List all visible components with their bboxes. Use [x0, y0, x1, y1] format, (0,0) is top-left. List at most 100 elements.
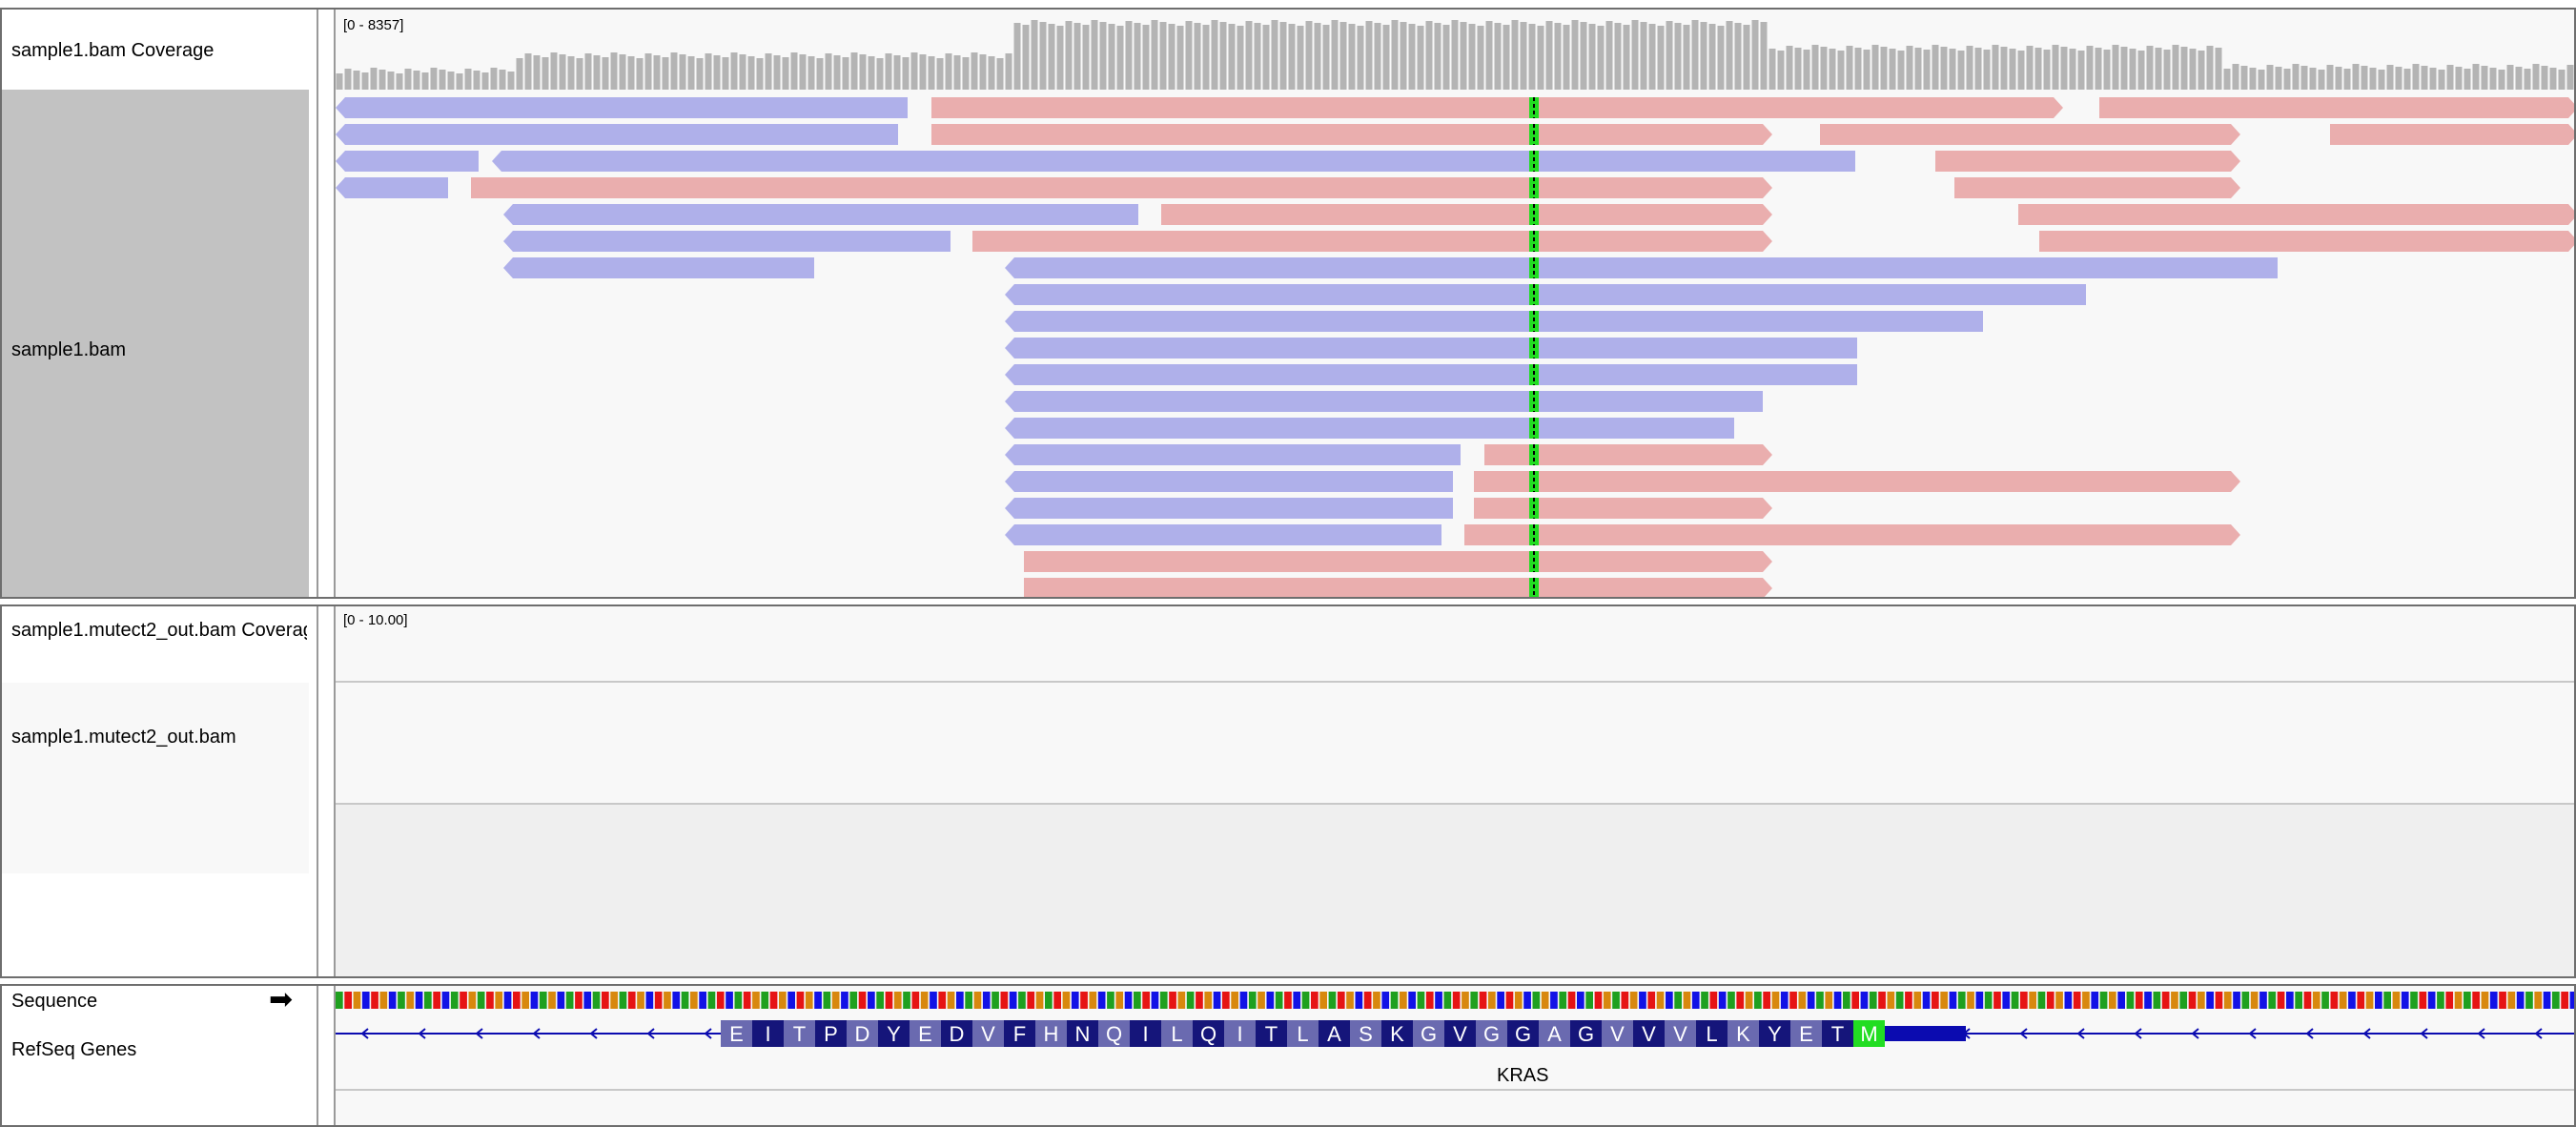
- coverage-bar: [2215, 48, 2222, 90]
- coverage-bar: [2129, 49, 2136, 90]
- codon-block: [1633, 1020, 1665, 1047]
- base: [2109, 992, 2116, 1009]
- coverage-bar: [1485, 21, 1493, 90]
- strand-chevron: [2134, 1028, 2142, 1039]
- codon-block: [1665, 1020, 1696, 1047]
- base: [1346, 992, 1354, 1009]
- base: [868, 992, 875, 1009]
- reverse-read: [1005, 391, 1763, 412]
- reverse-read: [1005, 524, 1441, 545]
- reverse-read: [1005, 364, 1857, 385]
- base: [1239, 992, 1248, 1009]
- panel-divider[interactable]: [317, 986, 336, 1125]
- coverage-bar: [593, 55, 601, 90]
- base: [1718, 992, 1727, 1009]
- coverage-bar: [1571, 20, 1579, 90]
- strand-chevron: [418, 1028, 426, 1039]
- coverage-bar: [516, 58, 523, 90]
- coverage-bar: [1099, 22, 1107, 90]
- base: [1009, 992, 1017, 1009]
- base: [637, 992, 644, 1009]
- coverage-bar: [627, 56, 635, 90]
- base: [858, 992, 867, 1009]
- panel-divider[interactable]: [317, 606, 336, 976]
- forward-read: [931, 124, 1772, 145]
- base: [1984, 992, 1993, 1009]
- coverage-track-name-cell[interactable]: sample1.bam Coverage: [2, 10, 309, 90]
- alignment-data-area[interactable]: [0 - 8357]: [336, 10, 2574, 597]
- sequence-track-name[interactable]: Sequence: [11, 991, 98, 1012]
- coverage-bar: [1151, 20, 1158, 90]
- base: [1949, 992, 1957, 1009]
- coverage-bar: [2052, 45, 2059, 90]
- coverage-bar: [1159, 22, 1167, 90]
- coverage-bar: [636, 58, 644, 90]
- base: [2091, 992, 2099, 1009]
- base: [2002, 992, 2011, 1009]
- coverage-bar: [1382, 25, 1390, 90]
- amino-acid-label: N: [1075, 1022, 1091, 1046]
- panel-divider[interactable]: [317, 10, 336, 597]
- base: [1701, 992, 1708, 1009]
- alignment-data-area[interactable]: [0 - 10.00]: [336, 606, 2574, 976]
- amino-acid-label: Y: [887, 1022, 901, 1046]
- coverage-bar: [1563, 25, 1570, 90]
- forward-read: [471, 177, 1772, 198]
- coverage-bar: [808, 56, 815, 90]
- track-separator: [336, 681, 2574, 683]
- base: [1674, 992, 1682, 1009]
- base: [1833, 992, 1842, 1009]
- coverage-bar: [1726, 21, 1733, 90]
- genes-track-name[interactable]: RefSeq Genes: [11, 1039, 137, 1060]
- base: [2365, 992, 2374, 1009]
- base: [2499, 992, 2506, 1009]
- coverage-histogram[interactable]: [336, 10, 2574, 92]
- base: [2321, 992, 2329, 1009]
- gene-name-label: KRAS: [1497, 1065, 1549, 1086]
- base: [1115, 992, 1124, 1009]
- coverage-bar: [653, 55, 661, 90]
- base: [477, 992, 485, 1009]
- reads-track-name-cell[interactable]: sample1.bam: [2, 90, 309, 597]
- coverage-bar: [584, 53, 592, 90]
- strand-chevron: [2248, 1028, 2257, 1039]
- base: [1177, 992, 1186, 1009]
- base: [1284, 992, 1292, 1009]
- coverage-bar: [1760, 22, 1768, 90]
- coverage-bar: [1820, 47, 1828, 90]
- coverage-track-name-cell[interactable]: sample1.mutect2_out.bam Coverage: [2, 606, 309, 683]
- coverage-bar: [524, 53, 532, 90]
- coverage-bar: [2481, 66, 2488, 90]
- amino-acid-label: D: [855, 1022, 870, 1046]
- codon-block: [784, 1020, 815, 1047]
- coverage-bar: [1889, 49, 1896, 90]
- coverage-bar: [910, 52, 918, 90]
- coverage-bar: [2077, 51, 2085, 90]
- coverage-bar: [1545, 21, 1553, 90]
- reads-track-name-cell[interactable]: sample1.mutect2_out.bam: [2, 683, 309, 873]
- coverage-bar: [1442, 25, 1450, 90]
- codon-block: [1224, 1020, 1256, 1047]
- base: [450, 992, 459, 1009]
- coverage-bar: [2026, 46, 2034, 90]
- coverage-bar: [1777, 51, 1785, 90]
- coverage-bar: [1717, 26, 1725, 90]
- coverage-bar: [1434, 23, 1441, 90]
- base: [433, 992, 440, 1009]
- read-pileup[interactable]: [336, 10, 2574, 597]
- base: [1301, 992, 1310, 1009]
- sequence-bases[interactable]: [336, 986, 2574, 1014]
- alignment-panel-mutect2: sample1.mutect2_out.bam Coverage sample1…: [0, 604, 2576, 978]
- coverage-bar: [850, 52, 858, 90]
- codon-block: [1476, 1020, 1507, 1047]
- base: [1425, 992, 1434, 1009]
- codon-block: [1067, 1020, 1098, 1047]
- right-arrow-icon[interactable]: ➡: [269, 984, 294, 1015]
- coverage-bar: [1408, 24, 1416, 90]
- coverage-bar: [1588, 24, 1596, 90]
- base: [2206, 992, 2214, 1009]
- coverage-bar: [1528, 24, 1536, 90]
- base: [664, 992, 671, 1009]
